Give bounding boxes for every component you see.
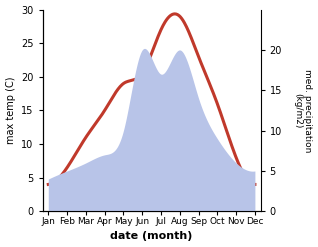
Y-axis label: med. precipitation
(kg/m2): med. precipitation (kg/m2) (293, 69, 313, 152)
Y-axis label: max temp (C): max temp (C) (5, 77, 16, 144)
X-axis label: date (month): date (month) (110, 231, 193, 242)
